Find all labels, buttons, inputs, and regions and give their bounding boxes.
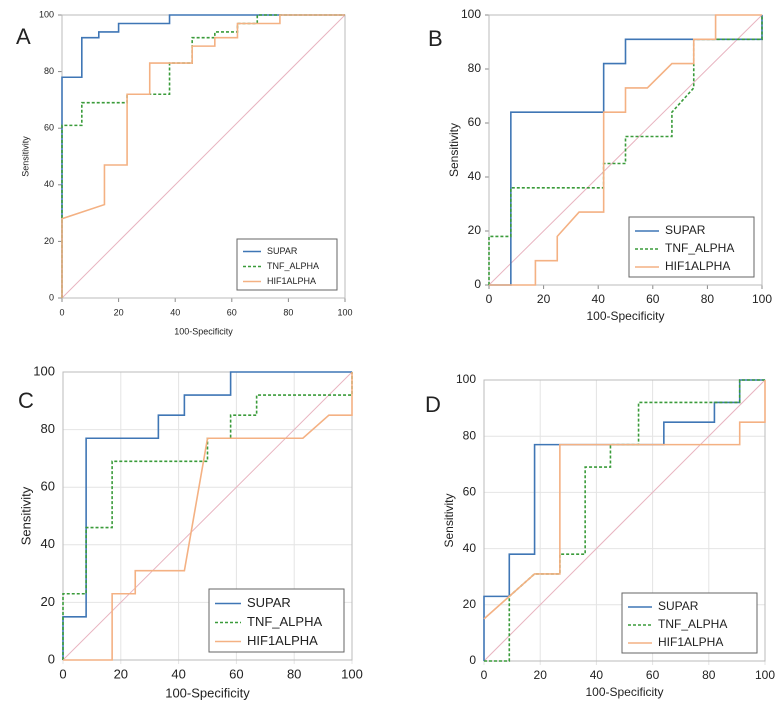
legend-label: HIF1ALPHA: [665, 259, 730, 273]
x-tick-label: 0: [486, 292, 493, 306]
roc-curve: [488, 15, 763, 285]
y-tick-label: 80: [41, 421, 55, 436]
legend-label: SUPAR: [665, 223, 706, 237]
reference-line: [62, 371, 353, 661]
y-axis-label: Sensitivity: [20, 136, 30, 177]
y-tick-label: 60: [41, 479, 55, 494]
legend-label: TNF_ALPHA: [247, 614, 322, 629]
roc-curve: [489, 15, 763, 286]
x-tick-label: 40: [592, 292, 606, 306]
x-tick-label: 60: [646, 292, 660, 306]
legend-label: HIF1ALPHA: [247, 633, 318, 648]
legend-label: TNF_ALPHA: [665, 241, 734, 255]
y-axis-label: Sensitivity: [442, 493, 456, 547]
roc-curve: [483, 380, 766, 620]
legend-label: SUPAR: [247, 595, 291, 610]
y-tick-label: 40: [44, 179, 54, 189]
y-tick-label: 60: [44, 123, 54, 133]
reference-line: [483, 379, 766, 662]
x-tick-label: 80: [283, 307, 293, 317]
plot-frame: [62, 371, 353, 661]
y-tick-label: 80: [44, 66, 54, 76]
y-tick-label: 60: [468, 115, 482, 129]
x-tick-label: 0: [59, 307, 64, 317]
y-tick-label: 100: [456, 372, 476, 386]
x-tick-label: 80: [701, 292, 715, 306]
y-tick-label: 40: [41, 536, 55, 551]
y-tick-label: 20: [44, 236, 54, 246]
x-tick-label: 60: [646, 668, 660, 682]
panel-label: A: [16, 24, 31, 49]
x-axis-label: 100-Specificity: [165, 685, 250, 700]
roc-curve: [63, 372, 353, 661]
panel-label: C: [18, 388, 34, 413]
y-tick-label: 100: [461, 7, 481, 21]
x-tick-label: 100: [341, 666, 363, 681]
y-tick-label: 80: [468, 61, 482, 75]
legend-label: TNF_ALPHA: [267, 261, 319, 271]
x-tick-label: 40: [170, 307, 180, 317]
x-axis-label: 100-Specificity: [585, 685, 663, 699]
legend-label: TNF_ALPHA: [658, 617, 727, 631]
x-tick-label: 0: [59, 666, 66, 681]
x-tick-label: 20: [114, 307, 124, 317]
panel-label: D: [425, 392, 441, 417]
y-tick-label: 100: [33, 363, 55, 378]
x-tick-label: 80: [287, 666, 301, 681]
x-tick-label: 80: [702, 668, 716, 682]
plot-frame: [483, 379, 766, 662]
y-tick-label: 20: [463, 597, 477, 611]
x-tick-label: 100: [755, 668, 775, 682]
y-tick-label: 0: [474, 277, 481, 291]
x-tick-label: 0: [481, 668, 488, 682]
y-axis-label: Sensitivity: [447, 123, 461, 177]
y-tick-label: 40: [468, 169, 482, 183]
y-tick-label: 0: [48, 651, 55, 666]
x-tick-label: 100: [752, 292, 772, 306]
y-tick-label: 100: [39, 9, 54, 19]
y-tick-label: 60: [463, 485, 477, 499]
x-tick-label: 40: [590, 668, 604, 682]
reference-line: [61, 14, 346, 299]
x-tick-label: 60: [227, 307, 237, 317]
y-tick-label: 80: [463, 428, 477, 442]
x-axis-label: 100-Specificity: [586, 309, 664, 323]
legend-label: SUPAR: [658, 599, 699, 613]
y-tick-label: 0: [49, 292, 54, 302]
x-tick-label: 20: [537, 292, 551, 306]
y-tick-label: 20: [468, 223, 482, 237]
y-axis-label: Sensitivity: [18, 486, 33, 545]
roc-curve: [61, 14, 345, 298]
x-tick-label: 40: [171, 666, 185, 681]
x-tick-label: 20: [114, 666, 128, 681]
plot-frame: [488, 14, 763, 286]
panel-label: B: [428, 26, 443, 51]
x-tick-label: 60: [229, 666, 243, 681]
roc-curve: [61, 14, 345, 298]
legend-label: HIF1ALPHA: [267, 276, 316, 286]
legend-label: SUPAR: [267, 246, 298, 256]
x-tick-label: 20: [534, 668, 548, 682]
roc-curve: [62, 371, 352, 660]
x-tick-label: 100: [337, 307, 352, 317]
y-tick-label: 0: [469, 653, 476, 667]
legend-label: HIF1ALPHA: [658, 635, 723, 649]
y-tick-label: 40: [463, 541, 477, 555]
y-tick-label: 20: [41, 594, 55, 609]
x-axis-label: 100-Specificity: [174, 326, 233, 336]
roc-curve: [489, 14, 762, 286]
roc-curve: [62, 372, 353, 660]
